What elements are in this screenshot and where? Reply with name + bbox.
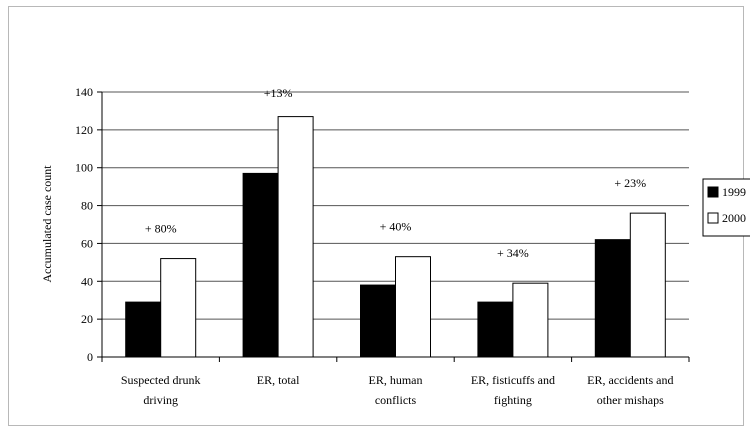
bar-2000 (160, 258, 197, 358)
x-tick-label: fighting (494, 393, 532, 407)
y-tick-label: 40 (81, 274, 93, 288)
bars (125, 116, 666, 358)
legend-swatch-1999 (707, 186, 719, 198)
bar-2000 (395, 256, 431, 358)
bar-1999 (477, 301, 514, 358)
bar-annotation: +13% (264, 86, 293, 100)
y-axis-label: Accumulated case count (40, 165, 54, 283)
x-tick-label: Suspected drunk (121, 373, 201, 387)
x-tick-label: ER, accidents and (587, 373, 673, 387)
y-tick-label: 20 (81, 312, 93, 326)
y-tick-label: 80 (81, 199, 93, 213)
y-tick-label: 140 (75, 85, 93, 99)
y-tick-label: 120 (75, 123, 93, 137)
y-tick-labels: 0 20 40 60 80 100 120 140 (75, 85, 93, 364)
bar-annotation: + 23% (614, 176, 646, 190)
bar-2000 (277, 116, 314, 358)
legend: 1999 2000 (702, 178, 750, 237)
bar-2000 (512, 282, 549, 358)
bar-1999 (360, 284, 396, 358)
x-tick-labels: Suspected drunk driving ER, total ER, human… (121, 373, 674, 407)
y-tick-label: 60 (81, 236, 93, 250)
x-tick-label: conflicts (375, 393, 417, 407)
bar-1999 (242, 172, 279, 358)
x-tick-label: other mishaps (597, 393, 664, 407)
bar-annotation: + 40% (380, 220, 412, 234)
bar-annotations: + 80% +13% + 40% + 34% + 23% (145, 86, 646, 260)
bar-annotation: + 34% (497, 246, 529, 260)
gridlines (102, 91, 689, 320)
x-tick-label: driving (143, 393, 178, 407)
bar-1999 (125, 301, 162, 358)
bar-2000 (629, 212, 666, 358)
bar-1999 (594, 239, 631, 358)
legend-label-2000: 2000 (722, 211, 746, 225)
y-tick-label: 100 (75, 161, 93, 175)
x-tick-label: ER, human (369, 373, 423, 387)
bar-annotation: + 80% (145, 222, 177, 236)
legend-swatch-2000 (707, 212, 719, 224)
y-tick-label: 0 (87, 350, 93, 364)
x-tick-label: ER, total (257, 373, 300, 387)
legend-label-1999: 1999 (722, 185, 746, 199)
x-tick-label: ER, fisticuffs and (471, 373, 555, 387)
